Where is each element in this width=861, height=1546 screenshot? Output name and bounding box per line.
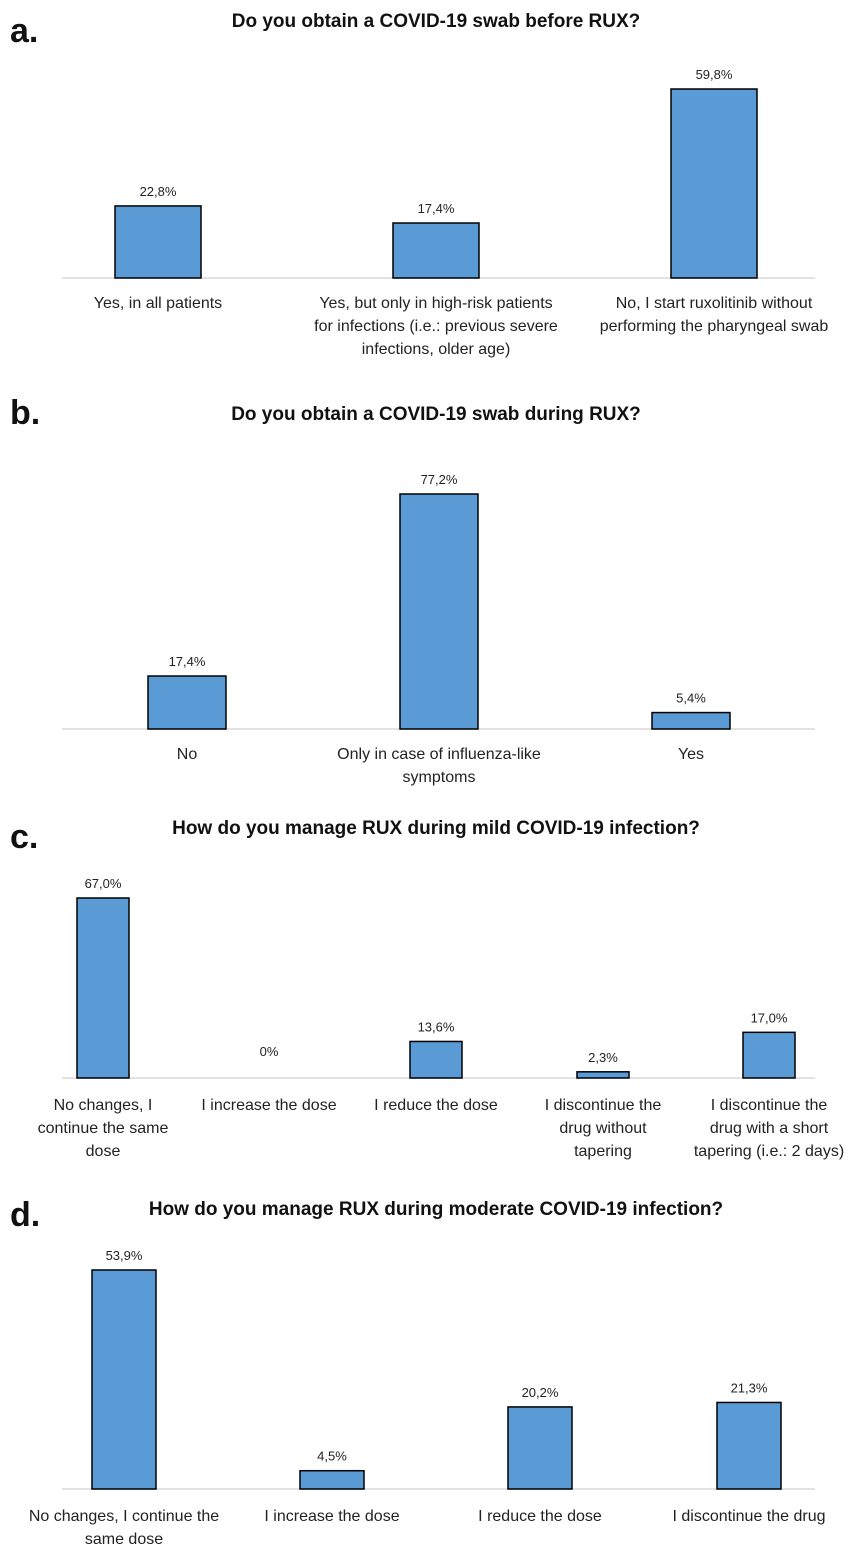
category-label: I reduce the dose <box>374 1097 498 1114</box>
data-label: 2,3% <box>588 1050 618 1065</box>
bar-2 <box>399 493 479 730</box>
bar-1 <box>114 205 202 279</box>
bar-1 <box>76 897 130 1079</box>
data-label: 17,4% <box>169 654 206 669</box>
category-label: I discontinue the drug <box>673 1508 826 1525</box>
bar-2 <box>299 1469 365 1490</box>
bar-4 <box>576 1071 630 1079</box>
bar-1 <box>147 675 227 730</box>
category-label: No <box>177 746 198 763</box>
chart-title: How do you manage RUX during mild COVID-… <box>172 818 700 839</box>
category-label: I increase the dose <box>264 1508 399 1525</box>
data-label: 5,4% <box>676 691 706 706</box>
category-label: I discontinue the drug without tapering <box>545 1097 662 1160</box>
data-label: 4,5% <box>317 1449 347 1464</box>
panel-letter: b. <box>10 394 40 432</box>
data-label: 17,0% <box>751 1010 788 1025</box>
bar-4 <box>716 1401 782 1490</box>
category-label: Yes, in all patients <box>94 295 222 312</box>
bar-3 <box>507 1406 573 1490</box>
bar-5 <box>742 1031 796 1079</box>
data-label: 53,9% <box>106 1248 143 1263</box>
category-label: I discontinue the drug with a short taperi… <box>694 1097 844 1160</box>
data-label: 77,2% <box>421 472 458 487</box>
data-label: 0% <box>260 1044 279 1059</box>
category-label: Yes <box>678 746 704 763</box>
category-label: No changes, I continue the same dose <box>29 1508 219 1546</box>
chart-panel-2: b. Do you obtain a COVID-19 swab during R… <box>10 394 815 786</box>
bar-1 <box>91 1269 157 1490</box>
chart-panel-1: a. Do you obtain a COVID-19 swab before R… <box>10 11 828 358</box>
data-label: 13,6% <box>418 1019 455 1034</box>
data-label: 67,0% <box>85 876 122 891</box>
bar-3 <box>651 711 731 730</box>
chart-panel-3: c. How do you manage RUX during mild COVI… <box>10 818 844 1160</box>
category-label: I increase the dose <box>201 1097 336 1114</box>
bar-3 <box>409 1040 463 1079</box>
chart-panel-4: d. How do you manage RUX during moderate … <box>10 1196 826 1546</box>
panel-letter: c. <box>10 818 38 856</box>
bar-2 <box>392 222 480 279</box>
chart-title: Do you obtain a COVID-19 swab during RUX… <box>231 404 641 425</box>
data-label: 17,4% <box>418 201 455 216</box>
chart-title: Do you obtain a COVID-19 swab before RUX… <box>232 11 641 32</box>
data-label: 59,8% <box>696 67 733 82</box>
category-label: Only in case of influenza-like symptoms <box>337 746 541 786</box>
category-label: I reduce the dose <box>478 1508 602 1525</box>
panel-letter: d. <box>10 1196 40 1234</box>
category-label: No, I start ruxolitinib without performin… <box>600 295 829 335</box>
data-label: 20,2% <box>522 1385 559 1400</box>
panel-letter: a. <box>10 12 38 50</box>
category-label: Yes, but only in high-risk patients for i… <box>314 295 558 358</box>
data-label: 22,8% <box>140 184 177 199</box>
bar-3 <box>670 88 758 279</box>
chart-title: How do you manage RUX during moderate CO… <box>149 1199 723 1220</box>
data-label: 21,3% <box>731 1380 768 1395</box>
